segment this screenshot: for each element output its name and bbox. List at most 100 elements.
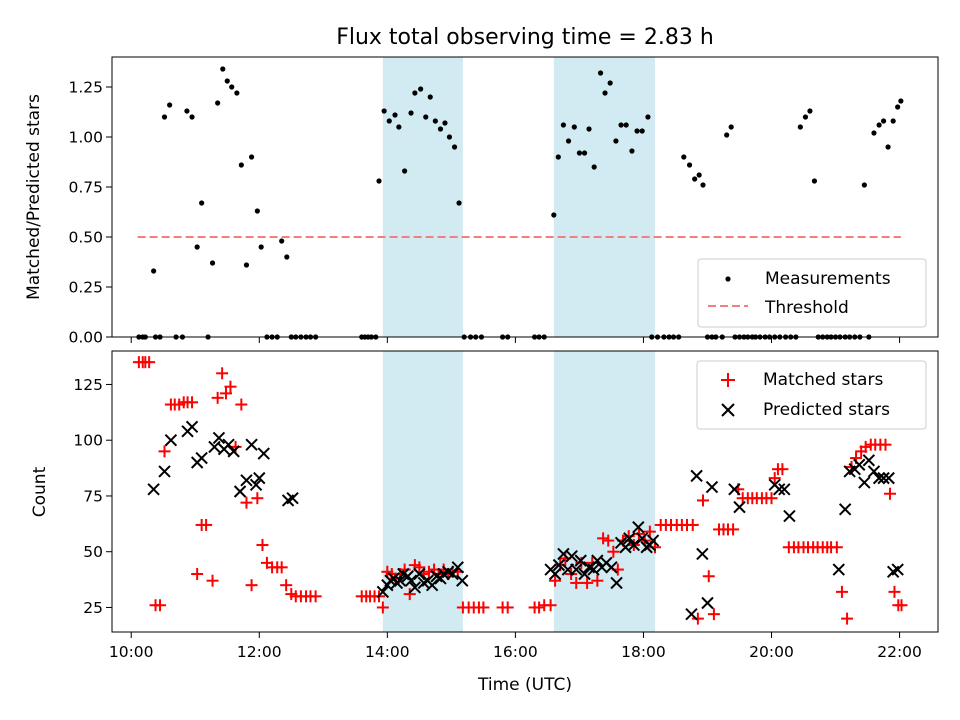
matched-star-point <box>643 525 656 538</box>
matched-star-point <box>477 601 490 614</box>
measurement-point <box>423 114 429 120</box>
predicted-star-point <box>605 561 618 574</box>
measurement-point <box>284 254 290 260</box>
measurement-point <box>555 154 561 160</box>
measurement-point <box>199 200 205 206</box>
matched-star-point <box>216 367 229 380</box>
bottom-shaded-intervals <box>382 351 655 632</box>
matched-star-point <box>256 539 269 552</box>
threshold-legend-label: Threshold <box>764 298 849 318</box>
measurement-point <box>402 168 408 174</box>
predicted-star-point <box>646 534 660 547</box>
matched-star-point <box>224 380 237 393</box>
predicted-star-point <box>877 471 890 485</box>
matched-star-point <box>727 523 740 536</box>
matched-star-point <box>859 440 872 453</box>
measurement-point <box>451 144 458 150</box>
measurement-point <box>446 134 453 140</box>
shaded-interval <box>382 57 463 337</box>
predicted-star-point <box>185 420 199 434</box>
predicted-star-point <box>578 567 591 581</box>
predicted-star-point <box>728 483 741 496</box>
predicted-star-point <box>227 445 240 458</box>
bottom-x-axis-label: Time (UTC) <box>477 675 572 695</box>
measurement-point <box>591 164 597 170</box>
matched-star-point <box>883 487 896 500</box>
measurement-point <box>895 104 901 110</box>
predicted-star-point <box>565 549 578 563</box>
matched-star-point <box>765 492 778 505</box>
bottom-y-axis-label: Count <box>30 466 50 517</box>
measurement-point <box>876 122 882 128</box>
measurement-point <box>392 112 398 118</box>
predicted-star-point <box>408 581 422 594</box>
measurement-point <box>238 162 244 168</box>
matched-star-point <box>403 588 416 601</box>
predicted-star-point <box>690 469 703 483</box>
bottom-y-ticks: 25 50 75 100 125 <box>73 376 112 617</box>
predicted-star-point <box>233 485 247 498</box>
predicted-star-point <box>832 563 845 576</box>
matched-star-point <box>235 398 248 411</box>
matched-star-point <box>879 438 892 451</box>
predicted-star-point <box>574 554 587 567</box>
matched-star-point <box>607 545 620 558</box>
matched-star-point <box>570 576 583 589</box>
predicted-star-point <box>552 558 566 572</box>
matched-star-point <box>776 463 789 476</box>
measurement-point <box>623 122 629 128</box>
matched-star-point <box>888 585 901 598</box>
matched-star-point <box>143 356 156 369</box>
measurement-point <box>681 154 687 160</box>
measurement-point <box>412 90 418 96</box>
predicted-star-point <box>240 474 253 487</box>
matched-star-point <box>581 576 594 589</box>
measurement-point <box>209 260 216 266</box>
predicted-star-point <box>548 567 562 581</box>
measurement-point <box>279 238 285 244</box>
measurement-point <box>797 124 803 130</box>
predicted-star-point <box>413 567 426 581</box>
matched-star-point <box>309 590 322 603</box>
matched-star-point <box>186 396 199 409</box>
x-tick-label: 18:00 <box>621 643 666 661</box>
predicted-star-point <box>158 465 171 478</box>
predicted-star-point <box>610 576 623 590</box>
measurements-points <box>136 66 904 340</box>
predicted-star-point <box>222 438 235 451</box>
shaded-interval <box>553 351 655 632</box>
matched-star-point <box>275 561 288 574</box>
top-x-ticks <box>130 337 901 343</box>
matched-star-point <box>245 579 258 592</box>
measurement-point <box>234 90 240 96</box>
predicted-stars-points <box>147 420 904 621</box>
measurement-point <box>613 138 619 144</box>
bottom-x-ticks: 10:00 12:00 14:00 16:00 18:00 20:00 22:00 <box>109 632 922 661</box>
predicted-star-point <box>208 440 221 454</box>
matched-star-point <box>200 518 213 531</box>
measurement-point <box>386 118 392 124</box>
y-tick-label: 0.25 <box>68 279 103 297</box>
predicted-star-point <box>245 438 258 451</box>
matched-star-point <box>830 541 843 554</box>
predicted-star-point <box>456 574 469 587</box>
top-legend: Measurements Threshold <box>697 258 927 328</box>
bottom-axes-frame <box>111 350 939 633</box>
matched-star-point <box>219 387 232 400</box>
predicted-star-point <box>376 585 390 599</box>
matched-star-point <box>280 579 293 592</box>
matched-star-point <box>544 599 557 612</box>
measurement-point <box>602 90 608 96</box>
predicted-star-point <box>257 447 270 460</box>
matched-star-point <box>691 612 704 625</box>
predicted-star-point <box>838 503 852 516</box>
matched-star-point <box>686 518 699 531</box>
measurement-point <box>890 118 896 124</box>
bottom-legend: Matched stars Predicted stars <box>696 360 927 430</box>
measurement-point <box>811 178 818 184</box>
matched-star-point <box>154 599 167 612</box>
measurement-point <box>576 150 583 156</box>
predicted-star-point <box>701 596 714 610</box>
x-tick-label: 12:00 <box>237 643 282 661</box>
predicted-stars-legend-marker <box>721 403 735 417</box>
